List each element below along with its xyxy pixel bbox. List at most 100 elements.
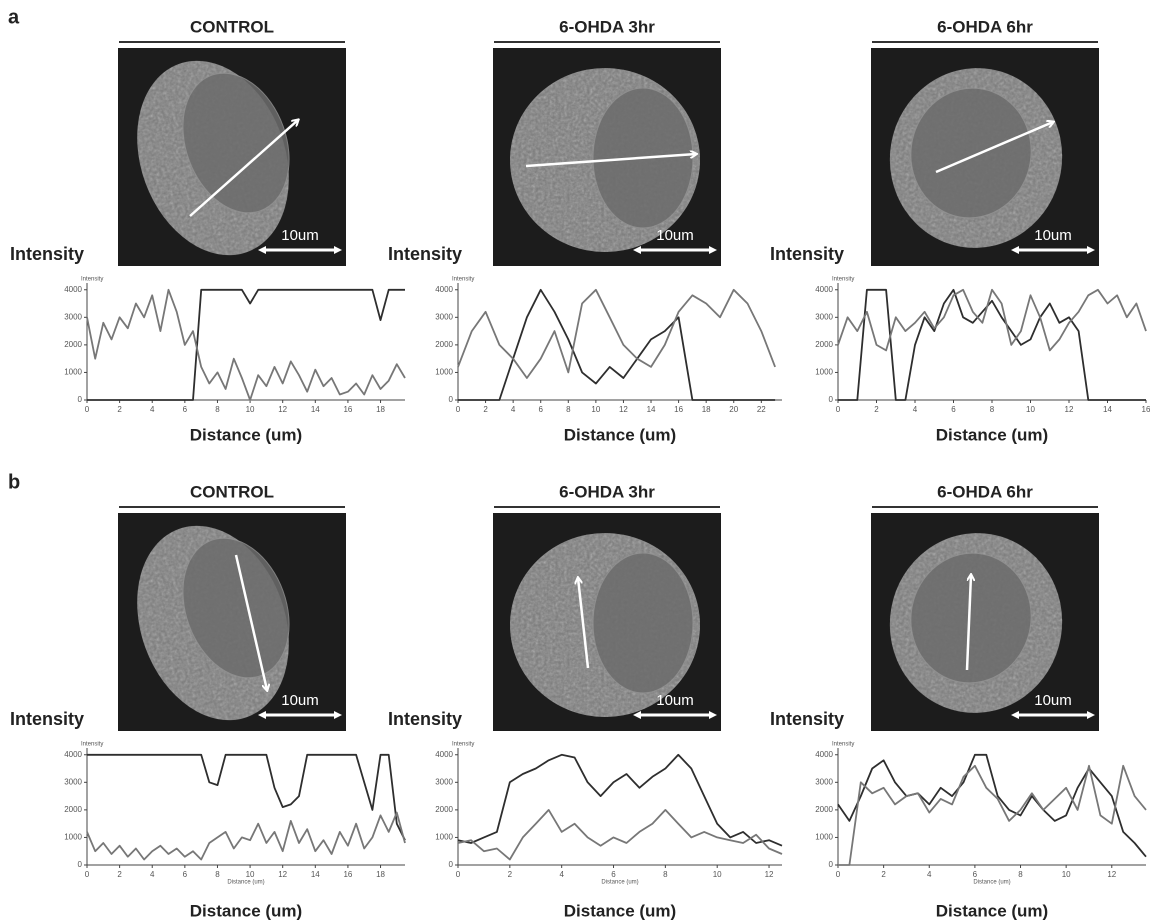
x-tick-label: 12 [1065,405,1074,414]
x-tick-label: 12 [278,870,287,879]
y-axis-label: Intensity [388,244,462,264]
y-axis-label: Intensity [388,709,462,729]
nucleus [182,72,290,214]
y-axis-label: Intensity [10,709,84,729]
y-tick-label: 1000 [64,833,82,842]
intensity-trace [837,753,1147,858]
y-tick-label: 1000 [435,833,453,842]
inner-y-label: Intensity [832,277,854,283]
y-tick-label: 0 [449,860,454,869]
y-tick-label: 4000 [435,750,453,759]
panel-label: a [8,6,20,28]
x-tick-label: 2 [508,870,513,879]
column-title: CONTROL [190,482,274,501]
y-axis-label: Intensity [770,244,844,264]
x-tick-label: 12 [278,405,287,414]
x-tick-label: 16 [674,405,683,414]
micrograph: 10um [118,48,346,266]
y-tick-label: 0 [829,395,834,404]
x-tick-label: 14 [311,405,320,414]
intensity-trace [838,764,1147,866]
x-tick-label: 4 [927,870,932,879]
x-tick-label: 14 [647,405,656,414]
x-tick-label: 0 [85,405,90,414]
y-tick-label: 3000 [815,777,833,786]
inner-y-label: Intensity [452,742,474,748]
x-tick-label: 8 [990,405,995,414]
x-tick-label: 16 [1142,405,1150,414]
x-tick-label: 20 [729,405,738,414]
x-tick-label: 0 [836,870,841,879]
y-tick-label: 0 [78,860,83,869]
x-tick-label: 4 [913,405,918,414]
scale-bar-label: 10um [656,692,694,709]
y-tick-label: 2000 [64,340,82,349]
y-tick-label: 0 [78,395,83,404]
x-tick-label: 18 [376,870,385,879]
x-tick-label: 10 [246,870,255,879]
x-axis-label: Distance (um) [936,901,1048,920]
scale-bar-label: 10um [1034,227,1072,244]
y-tick-label: 2000 [435,340,453,349]
nucleus [592,552,694,694]
y-tick-label: 4000 [815,750,833,759]
x-tick-label: 10 [1062,870,1071,879]
scale-bar-label: 10um [1034,692,1072,709]
intensity-trace [838,288,1146,401]
inner-y-label: Intensity [81,742,103,748]
y-tick-label: 4000 [64,750,82,759]
x-tick-label: 12 [619,405,628,414]
x-tick-label: 10 [713,870,722,879]
intensity-trace [457,753,783,847]
y-tick-label: 3000 [435,777,453,786]
x-tick-label: 2 [881,870,886,879]
y-tick-label: 0 [829,860,834,869]
profile-arrow [965,575,971,671]
y-tick-label: 1000 [815,368,833,377]
x-tick-label: 0 [836,405,841,414]
y-tick-label: 4000 [815,285,833,294]
profile-arrow [525,154,696,168]
x-tick-label: 6 [973,870,978,879]
x-tick-label: 0 [456,405,461,414]
x-tick-label: 8 [215,405,220,414]
x-tick-label: 4 [150,405,155,414]
x-tick-label: 8 [663,870,668,879]
x-tick-label: 10 [246,405,255,414]
x-tick-label: 12 [765,870,774,879]
profile-arrow [935,122,1053,174]
x-axis-label: Distance (um) [564,425,676,444]
x-tick-label: 6 [951,405,956,414]
x-tick-label: 8 [1018,870,1023,879]
y-tick-label: 2000 [815,340,833,349]
y-tick-label: 1000 [815,833,833,842]
x-tick-label: 14 [311,870,320,879]
x-tick-label: 2 [483,405,488,414]
x-axis-label: Distance (um) [564,901,676,920]
y-tick-label: 4000 [64,285,82,294]
x-tick-label: 18 [376,405,385,414]
y-tick-label: 2000 [815,805,833,814]
micrograph: 10um [871,48,1099,266]
nucleus [910,87,1032,219]
panel-label: b [8,471,20,493]
micrograph: 10um [493,48,721,266]
column-title: 6-OHDA 3hr [559,17,655,36]
y-tick-label: 3000 [815,312,833,321]
nucleus [910,552,1032,684]
intensity-trace [458,288,776,401]
x-tick-label: 14 [1103,405,1112,414]
y-tick-label: 0 [449,395,454,404]
y-tick-label: 3000 [64,777,82,786]
inner-x-label: Distance (um) [227,880,264,886]
intensity-trace [837,288,1147,352]
y-axis-label: Intensity [10,244,84,264]
intensity-trace [87,753,406,841]
inner-x-label: Distance (um) [601,880,638,886]
y-tick-label: 3000 [435,312,453,321]
x-tick-label: 2 [117,405,122,414]
x-tick-label: 4 [150,870,155,879]
micrograph: 10um [118,513,346,731]
x-tick-label: 8 [566,405,571,414]
